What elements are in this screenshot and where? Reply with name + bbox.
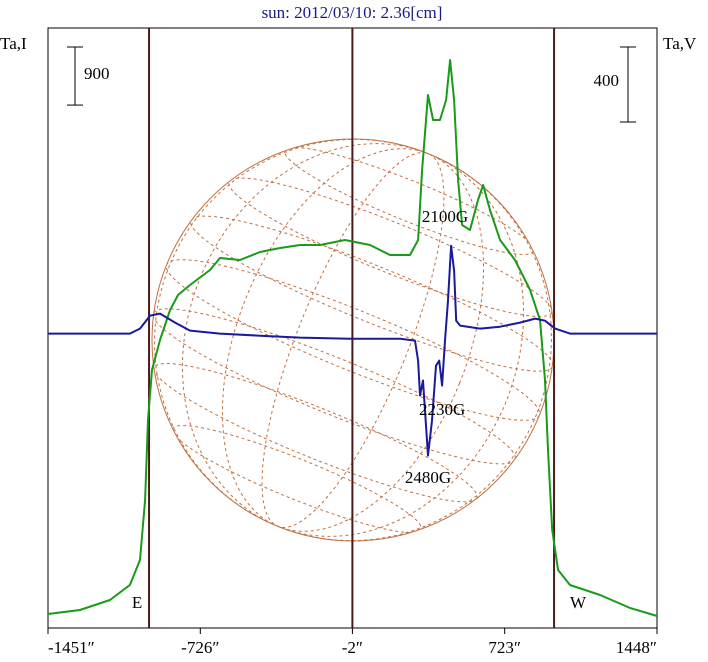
meridian — [154, 138, 552, 542]
y2-axis-label: Ta,V — [663, 34, 697, 53]
parallel — [171, 425, 422, 534]
x-tick-label: 723″ — [488, 638, 521, 657]
x-tick-label: -1451″ — [48, 638, 95, 657]
parallel — [165, 259, 541, 421]
parallel — [153, 363, 478, 503]
scale-bar-label: 900 — [84, 64, 110, 83]
scale-bar-label: 400 — [594, 71, 620, 90]
chart-title: sun: 2012/03/10: 2.36[cm] — [262, 3, 443, 22]
annotation: 2230G — [419, 400, 465, 419]
parallel — [228, 177, 553, 317]
parallel — [152, 308, 516, 465]
annotation: E — [132, 593, 142, 612]
series-line — [48, 244, 657, 457]
x-tick-label: 1448″ — [616, 638, 657, 657]
x-tick-label: -2″ — [342, 638, 363, 657]
annotation: W — [570, 593, 587, 612]
annotation: 2480G — [405, 468, 451, 487]
y-axis-label: Ta,I — [0, 34, 27, 53]
annotation: 2100G — [422, 207, 468, 226]
parallel — [190, 215, 554, 372]
parallel — [284, 146, 535, 255]
x-tick-label: -726″ — [181, 638, 219, 657]
